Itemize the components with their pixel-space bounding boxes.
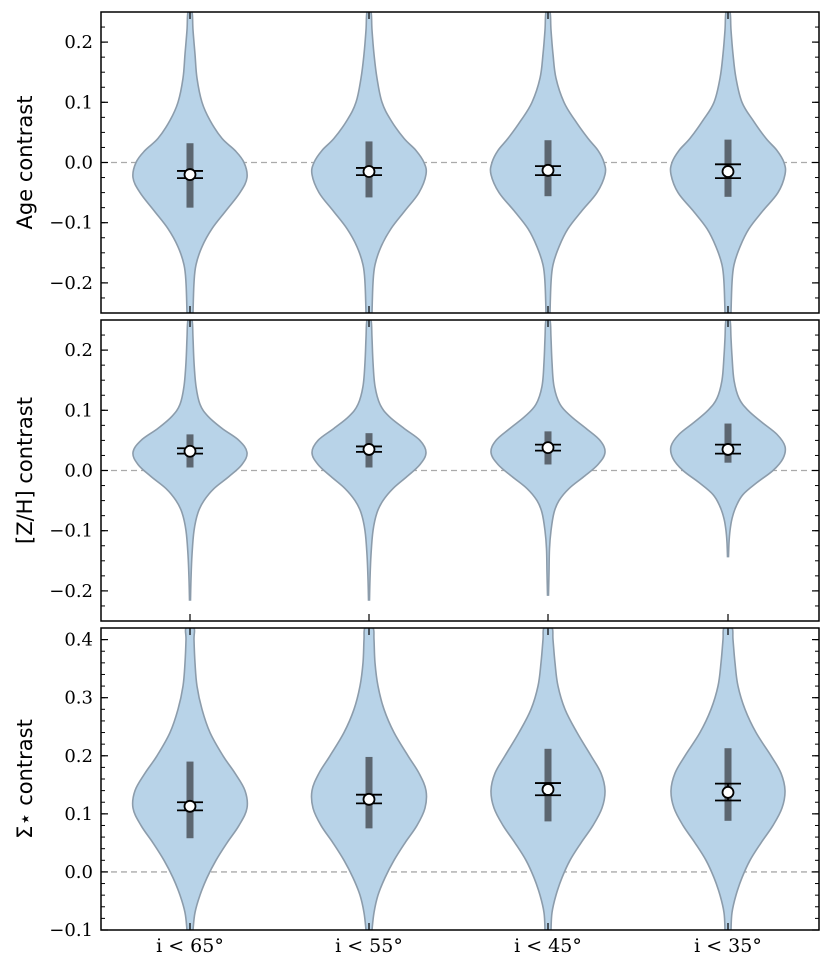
y-axis-label: Σ⋆ contrast xyxy=(13,719,37,839)
y-axis-label: Age contrast xyxy=(13,96,37,230)
median-marker-2 xyxy=(362,792,376,806)
y-axis-label: [Z/H] contrast xyxy=(13,397,37,544)
median-marker-4 xyxy=(721,165,735,178)
y-tick-label: −0.1 xyxy=(49,213,93,234)
x-tick-label: i < 65° xyxy=(156,935,224,957)
plot-area xyxy=(101,320,819,601)
median-marker-3 xyxy=(541,441,555,455)
y-tick-label: 0.1 xyxy=(64,92,93,113)
median-marker-3 xyxy=(541,163,555,177)
median-marker-2 xyxy=(362,443,376,456)
y-tick-label: 0.2 xyxy=(64,746,93,767)
median-marker-1 xyxy=(183,444,197,458)
median-marker-4 xyxy=(721,443,735,456)
y-tick-label: 0.0 xyxy=(64,153,93,174)
y-tick-label: 0.1 xyxy=(64,804,93,825)
x-tick-label: i < 45° xyxy=(514,935,582,957)
median-marker-1 xyxy=(183,168,197,181)
plot-area xyxy=(101,628,819,930)
x-tick-label: i < 35° xyxy=(694,935,762,957)
iqr-bar-2 xyxy=(365,756,373,829)
y-tick-label: −0.2 xyxy=(49,273,93,294)
median-marker-3 xyxy=(541,783,555,796)
y-tick-label: 0.1 xyxy=(64,400,93,421)
y-tick-label: 0.2 xyxy=(64,32,93,53)
median-marker-1 xyxy=(183,799,197,813)
median-marker-4 xyxy=(721,785,735,799)
panel-2: −0.2 −0.1 0.0 0.1 0.2 [Z/H] contrast xyxy=(13,319,820,622)
y-tick-label: −0.1 xyxy=(49,920,93,941)
y-tick-label: 0.4 xyxy=(64,630,93,651)
y-tick-label: 0.0 xyxy=(64,461,93,482)
y-tick-label: 0.3 xyxy=(64,688,93,709)
y-tick-label: 0.2 xyxy=(64,340,93,361)
panel-3: −0.1 0.0 0.1 0.2 0.3 0.4 Σ⋆ contrast xyxy=(13,627,820,941)
median-marker-2 xyxy=(362,165,376,178)
panel-1: −0.2 −0.1 0.0 0.1 0.2 Age contrast xyxy=(13,11,820,314)
x-tick-label: i < 55° xyxy=(335,935,403,957)
plot-area xyxy=(101,12,819,313)
y-tick-label: −0.1 xyxy=(49,521,93,542)
y-tick-label: 0.0 xyxy=(64,862,93,883)
y-tick-label: −0.2 xyxy=(49,581,93,602)
